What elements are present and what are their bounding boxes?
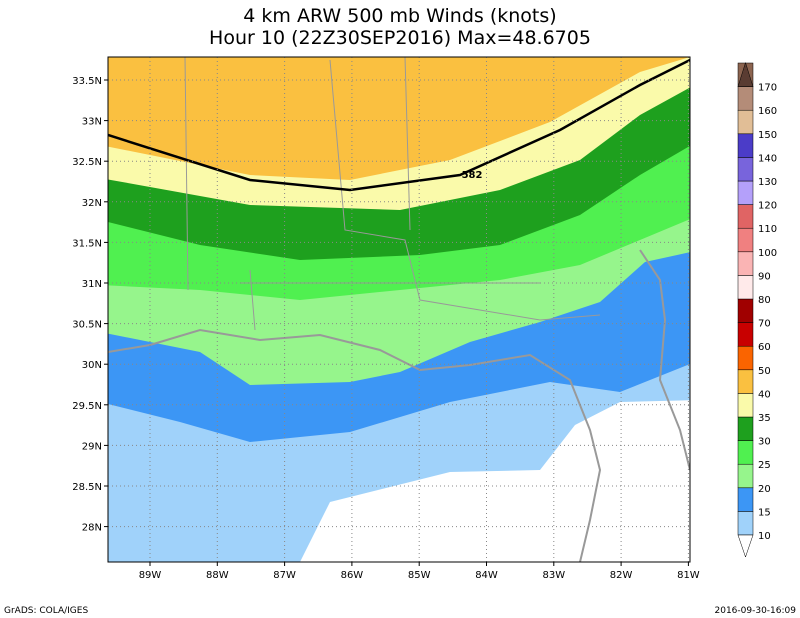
lat-label: 30N (82, 360, 102, 371)
title-line1: 4 km ARW 500 mb Winds (knots) (243, 5, 556, 27)
swatch (737, 227, 754, 253)
lat-label: 33N (82, 117, 102, 128)
lat-label: 28.5N (72, 482, 102, 493)
grid (108, 57, 690, 562)
swatch (737, 109, 754, 135)
colorbar-top (737, 61, 754, 87)
colorbar-label: 20 (758, 484, 771, 495)
colorbar-label: 130 (758, 177, 777, 188)
contour-label: 582 (462, 170, 483, 181)
swatch (737, 275, 754, 300)
swatch (737, 440, 754, 465)
colorbar-label: 140 (758, 153, 777, 164)
swatch (737, 133, 754, 158)
state-lines (184, 57, 601, 331)
swatch (737, 463, 754, 489)
region (108, 57, 690, 180)
swatch (737, 345, 754, 371)
colorbar-label: 170 (758, 83, 777, 94)
lon-label: 86W (341, 570, 364, 581)
swatch (737, 86, 754, 111)
swatch (737, 511, 754, 536)
lon-label: 85W (408, 570, 431, 581)
colorbar-label: 35 (758, 413, 771, 424)
lon-label: 87W (273, 570, 296, 581)
lat-label: 31.5N (72, 238, 102, 249)
swatch (737, 251, 754, 276)
lon-label: 89W (139, 570, 162, 581)
swatch (737, 298, 754, 323)
colorbar-label: 10 (758, 531, 771, 542)
lat-label: 33.5N (72, 76, 102, 87)
footer-left: GrADS: COLA/IGES (4, 606, 88, 616)
colorbar-label: 60 (758, 342, 771, 353)
colorbar-label: 90 (758, 271, 771, 282)
colorbar-label: 25 (758, 460, 771, 471)
colorbar-label: 100 (758, 248, 777, 259)
colorbar-label: 110 (758, 224, 777, 235)
colorbar: 10 15 20 25 30 35 40 50 60 70 80 90 100 110 120 130 140 1… (737, 61, 777, 558)
colorbar-label: 80 (758, 295, 771, 306)
colorbar-label: 30 (758, 437, 771, 448)
lon-label: 81W (677, 570, 700, 581)
swatch (737, 322, 754, 347)
lon-label: 82W (610, 570, 633, 581)
contour-582 (108, 58, 690, 192)
footer-right: 2016-09-30-16:09 (715, 606, 797, 616)
map-fill (108, 57, 690, 562)
swatch (737, 204, 754, 229)
lat-label: 29N (82, 441, 102, 452)
colorbar-label: 70 (758, 319, 771, 330)
lon-label: 83W (542, 570, 565, 581)
swatch (737, 487, 754, 512)
lat-label: 32.5N (72, 157, 102, 168)
swatch (737, 416, 754, 441)
swatch (737, 369, 754, 394)
colorbar-label: 150 (758, 130, 777, 141)
lat-label: 32N (82, 198, 102, 209)
lon-label: 88W (206, 570, 229, 581)
colorbar-label: 120 (758, 201, 777, 212)
colorbar-label: 160 (758, 106, 777, 117)
colorbar-label: 15 (758, 507, 771, 518)
swatch (737, 393, 754, 418)
colorbar-label: 50 (758, 366, 771, 377)
lon-label: 84W (475, 570, 498, 581)
colorbar-bottom (737, 534, 754, 558)
swatch (737, 180, 754, 205)
lat-label: 31N (82, 279, 102, 290)
lat-label: 30.5N (72, 320, 102, 331)
lat-label: 28N (82, 523, 102, 534)
lat-label: 29.5N (72, 401, 102, 412)
colorbar-label: 40 (758, 389, 771, 400)
title-line2: Hour 10 (22Z30SEP2016) Max=48.6705 (209, 27, 591, 49)
swatch (737, 157, 754, 182)
coastline (108, 249, 690, 562)
map-frame (107, 56, 691, 563)
